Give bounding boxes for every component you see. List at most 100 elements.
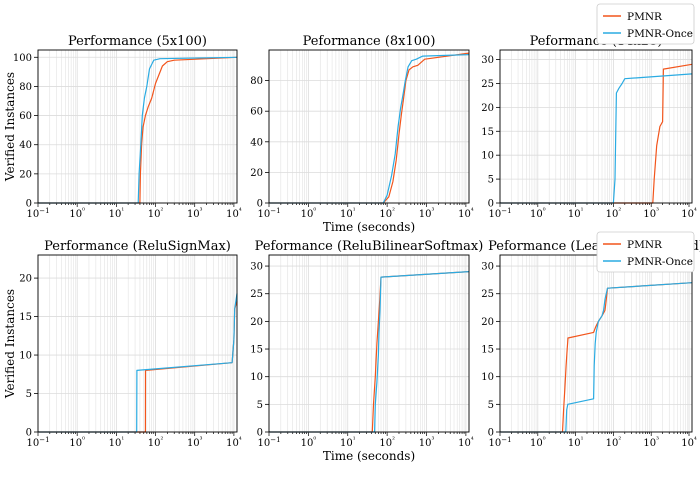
subplot-title: Performance (ReluSignMax) [44,239,231,254]
y-tick-label: 10 [481,151,494,162]
x-axis-label: Time (seconds) [323,449,415,463]
y-tick-label: 0 [26,199,32,210]
y-tick-label: 15 [481,345,494,356]
y-tick-label: 30 [250,262,263,273]
series-line-pmnr-once [38,293,238,433]
legend-box [596,3,695,45]
y-tick-label: 80 [19,82,32,93]
y-tick-label: 25 [481,289,494,300]
series-line-pmnr-once [38,56,238,204]
series-line-pmnr [269,271,470,433]
y-tick-label: 10 [250,372,263,383]
x-tick-label: 10⁴ [458,436,474,449]
x-tick-label: 10⁰ [69,207,85,220]
series-line-pmnr-once [269,54,470,204]
x-tick-label: 10⁴ [681,436,697,449]
x-tick-label: 10¹ [109,436,125,449]
subplot-1: 0 20 40 60 80 100 10−1 10⁰ 10¹ 10² 10³ 10⁴ Performan… [3,34,242,220]
legend-label: PMNR-Once [627,28,693,40]
x-tick-label: 10² [148,207,164,220]
x-tick-label: 10³ [643,436,659,449]
y-tick-label: 0 [26,428,32,439]
plot-frame [499,49,693,204]
series-line-pmnr-once [500,282,693,433]
x-tick-label: 10−1 [257,207,280,220]
y-tick-label: 20 [250,317,263,328]
legend-1: PMNR PMNR-Once [596,3,695,45]
y-tick-label: 25 [250,289,263,300]
plot-frame [499,254,693,433]
y-tick-label: 30 [481,262,494,273]
y-tick-label: 10 [481,372,494,383]
y-tick-label: 20 [250,168,263,179]
subplot-title: Performance (5x100) [68,34,207,49]
x-tick-label: 10⁴ [226,207,242,220]
y-tick-label: 0 [488,199,494,210]
y-tick-label: 20 [481,317,494,328]
plot-frame [37,49,238,204]
x-tick-label: 10−1 [488,207,511,220]
x-tick-label: 10¹ [568,436,584,449]
legend-label: PMNR [627,239,663,251]
x-tick-label: 10¹ [109,207,125,220]
x-tick-label: 10⁰ [530,207,546,220]
y-tick-label: 40 [19,140,32,151]
subplot-title: Peformance (ReluBilinearSoftmax) [255,239,484,254]
x-tick-label: 10² [379,436,395,449]
legend-2: PMNR PMNR-Once [596,231,695,273]
y-tick-label: 20 [19,274,32,285]
x-tick-label: 10³ [419,207,435,220]
subplot-5: 0 5 10 15 20 25 30 10−1 10⁰ 10¹ 10² 10³ 10⁴ Peformanc… [250,239,483,463]
x-tick-label: 10⁰ [530,436,546,449]
legend-label: PMNR-Once [627,256,693,268]
y-axis-label: Verified Instances [3,289,17,399]
subplot-2: 0 20 40 60 80 10−1 10⁰ 10¹ 10² 10³ 10⁴ Peformance (… [250,34,474,234]
y-tick-label: 60 [19,111,32,122]
y-tick-label: 5 [488,175,494,186]
y-tick-label: 30 [481,55,494,66]
x-tick-label: 10⁰ [69,436,85,449]
x-tick-label: 10² [606,207,622,220]
x-tick-label: 10³ [187,436,203,449]
y-tick-label: 60 [250,107,263,118]
y-tick-label: 0 [257,428,263,439]
x-tick-label: 10−1 [26,207,49,220]
y-tick-label: 25 [481,79,494,90]
x-tick-label: 10⁰ [301,207,317,220]
series-line-pmnr [38,301,238,433]
plot-frame [268,254,470,433]
subplot-4: 0 5 10 15 20 10−1 10⁰ 10¹ 10² 10³ 10⁴ Performance (… [3,239,242,449]
plot-frame [37,254,238,433]
x-tick-label: 10−1 [26,436,49,449]
series-line-pmnr [500,63,693,204]
y-tick-label: 40 [250,137,263,148]
y-tick-label: 15 [250,345,263,356]
y-tick-label: 15 [19,312,32,323]
x-tick-label: 10² [148,436,164,449]
y-tick-label: 0 [488,428,494,439]
series-line-pmnr [38,56,238,204]
y-tick-label: 0 [257,199,263,210]
y-tick-label: 10 [19,351,32,362]
x-tick-label: 10² [606,436,622,449]
x-tick-label: 10¹ [340,436,356,449]
series-line-pmnr-once [500,73,693,204]
legend-label: PMNR [627,11,663,23]
series-line-pmnr [500,282,693,433]
x-tick-label: 10³ [419,436,435,449]
y-tick-label: 15 [481,127,494,138]
series-line-pmnr-once [269,271,470,433]
x-tick-label: 10⁴ [226,436,242,449]
x-tick-label: 10−1 [488,436,511,449]
y-tick-label: 100 [13,53,32,64]
x-tick-label: 10⁴ [458,207,474,220]
y-tick-label: 20 [481,103,494,114]
y-tick-label: 20 [19,169,32,180]
x-tick-label: 10⁰ [301,436,317,449]
y-axis-label: Verified Instances [3,72,17,182]
x-tick-label: 10¹ [340,207,356,220]
y-tick-label: 5 [26,389,32,400]
